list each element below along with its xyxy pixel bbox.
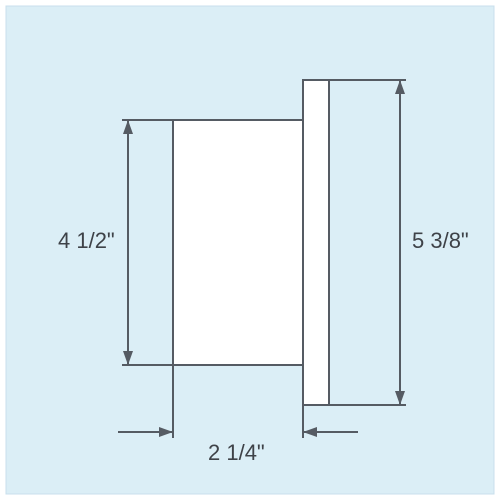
dimension-body-height-label: 4 1/2" (58, 228, 115, 253)
part-body (173, 120, 303, 365)
dimension-diagram: 4 1/2" 5 3/8" 2 1/4" (0, 0, 500, 500)
dimension-flange-height-label: 5 3/8" (412, 228, 469, 253)
part-flange (303, 80, 329, 405)
dimension-body-width-label: 2 1/4" (208, 440, 265, 465)
